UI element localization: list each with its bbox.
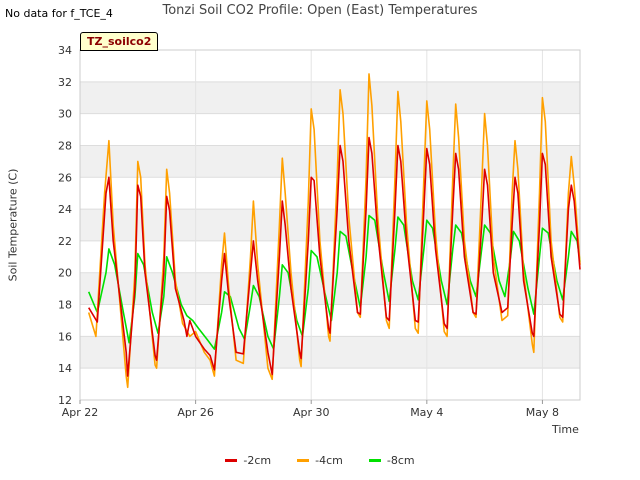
y-tick-label: 26 bbox=[58, 171, 72, 184]
legend-label: -2cm bbox=[243, 454, 272, 467]
y-tick-label: 30 bbox=[58, 108, 72, 121]
y-tick-label: 18 bbox=[58, 299, 72, 312]
series-line-4cm bbox=[87, 73, 581, 389]
legend-item: -8cm bbox=[368, 454, 415, 467]
legend-swatch bbox=[225, 459, 238, 462]
grid-band bbox=[80, 272, 580, 305]
legend-label: -4cm bbox=[315, 454, 343, 467]
legend-item: -2cm bbox=[225, 454, 271, 467]
y-tick-label: 12 bbox=[58, 394, 72, 407]
y-tick-label: 28 bbox=[58, 139, 72, 152]
x-tick-label: May 4 bbox=[410, 406, 443, 419]
y-tick-label: 16 bbox=[58, 330, 72, 343]
grid-band bbox=[80, 81, 580, 114]
y-tick-label: 20 bbox=[58, 267, 72, 280]
chart-title: Tonzi Soil CO2 Profile: Open (East) Temp… bbox=[162, 3, 478, 18]
x-axis-label: Time bbox=[552, 423, 579, 436]
x-tick-label: May 8 bbox=[526, 406, 559, 419]
y-tick-label: 24 bbox=[58, 203, 72, 216]
grid-band bbox=[80, 145, 580, 178]
site-badge: TZ_soilco2 bbox=[80, 32, 159, 51]
legend-swatch bbox=[297, 459, 310, 462]
legend-item: -4cm bbox=[297, 454, 343, 467]
x-tick-label: Apr 30 bbox=[293, 406, 330, 419]
y-tick-label: 34 bbox=[58, 44, 72, 57]
series-line-8cm bbox=[87, 214, 581, 350]
legend: -2cm -4cm -8cm bbox=[0, 454, 640, 467]
legend-swatch bbox=[368, 459, 381, 462]
x-tick-label: Apr 22 bbox=[62, 406, 99, 419]
no-data-note: No data for f_TCE_4 bbox=[5, 7, 113, 20]
y-tick-label: 14 bbox=[58, 362, 72, 375]
plot-frame bbox=[79, 49, 581, 401]
y-tick-label: 22 bbox=[58, 235, 72, 248]
x-tick-label: Apr 26 bbox=[177, 406, 214, 419]
y-tick-label: 32 bbox=[58, 76, 72, 89]
legend-label: -8cm bbox=[386, 454, 415, 467]
series-line-2cm bbox=[88, 136, 581, 377]
grid-band bbox=[80, 209, 580, 241]
